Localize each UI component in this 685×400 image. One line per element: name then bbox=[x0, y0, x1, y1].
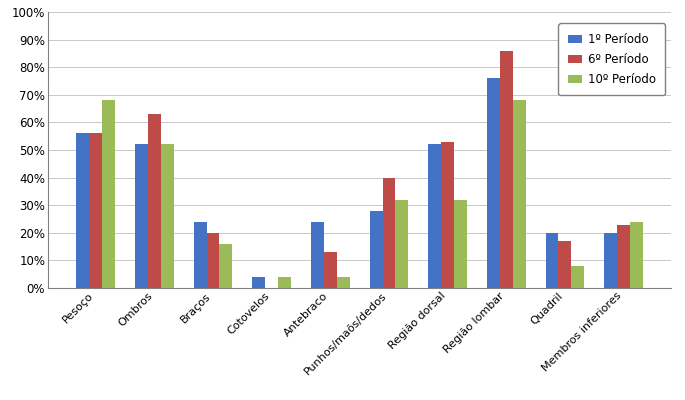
Bar bbox=[135, 144, 148, 288]
Bar bbox=[337, 277, 349, 288]
Bar bbox=[278, 277, 291, 288]
Bar bbox=[441, 142, 454, 288]
Bar bbox=[161, 144, 174, 288]
Bar bbox=[617, 224, 630, 288]
Bar bbox=[630, 222, 643, 288]
Bar bbox=[487, 78, 500, 288]
Bar bbox=[604, 233, 617, 288]
Bar bbox=[428, 144, 441, 288]
Bar bbox=[513, 100, 525, 288]
Bar bbox=[395, 200, 408, 288]
Bar bbox=[545, 233, 558, 288]
Bar bbox=[76, 134, 89, 288]
Bar bbox=[500, 51, 513, 288]
Bar bbox=[89, 134, 102, 288]
Bar bbox=[194, 222, 206, 288]
Bar bbox=[571, 266, 584, 288]
Legend: 1º Período, 6º Período, 10º Período: 1º Período, 6º Período, 10º Período bbox=[558, 24, 665, 96]
Bar bbox=[311, 222, 324, 288]
Bar bbox=[102, 100, 115, 288]
Bar bbox=[148, 114, 161, 288]
Bar bbox=[370, 211, 382, 288]
Bar bbox=[252, 277, 265, 288]
Bar bbox=[382, 178, 395, 288]
Bar bbox=[558, 241, 571, 288]
Bar bbox=[219, 244, 232, 288]
Bar bbox=[454, 200, 467, 288]
Bar bbox=[324, 252, 337, 288]
Bar bbox=[206, 233, 219, 288]
